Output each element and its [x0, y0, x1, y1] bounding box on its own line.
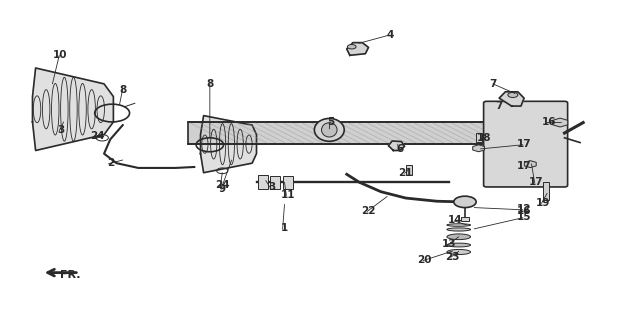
Polygon shape — [388, 141, 404, 150]
FancyBboxPatch shape — [484, 101, 568, 187]
Text: 15: 15 — [517, 212, 531, 222]
Circle shape — [454, 196, 476, 208]
Ellipse shape — [314, 118, 344, 141]
Polygon shape — [32, 68, 113, 150]
Text: 8: 8 — [206, 79, 214, 89]
Bar — [406, 165, 412, 175]
Ellipse shape — [447, 228, 471, 231]
Bar — [270, 176, 280, 188]
Ellipse shape — [321, 123, 337, 137]
Text: 8: 8 — [119, 85, 126, 95]
Bar — [476, 133, 482, 142]
Text: 3: 3 — [57, 125, 64, 135]
Text: 16: 16 — [517, 206, 531, 216]
Text: 23: 23 — [445, 252, 460, 262]
Ellipse shape — [447, 234, 471, 240]
Text: 16: 16 — [542, 117, 556, 127]
Text: 13: 13 — [442, 239, 457, 249]
Text: 24: 24 — [215, 180, 229, 190]
Text: 9: 9 — [219, 184, 226, 194]
Text: 24: 24 — [91, 131, 105, 141]
Text: 4: 4 — [387, 30, 394, 40]
Text: 21: 21 — [399, 168, 413, 178]
Text: 19: 19 — [536, 198, 550, 208]
Text: 2: 2 — [107, 158, 114, 168]
Text: 17: 17 — [517, 161, 531, 171]
Bar — [258, 175, 268, 189]
Ellipse shape — [447, 224, 471, 226]
Text: 17: 17 — [529, 177, 544, 187]
Text: 3: 3 — [268, 182, 276, 192]
Ellipse shape — [447, 250, 471, 254]
Text: 11: 11 — [281, 190, 295, 200]
Bar — [188, 122, 549, 144]
Text: 22: 22 — [361, 206, 376, 216]
Text: 17: 17 — [517, 139, 531, 149]
Text: 20: 20 — [418, 255, 432, 265]
Text: 12: 12 — [517, 204, 531, 214]
Text: 6: 6 — [396, 144, 403, 154]
Polygon shape — [347, 43, 369, 55]
Polygon shape — [201, 116, 256, 173]
Bar — [282, 176, 292, 189]
Text: 5: 5 — [328, 117, 335, 127]
Text: 7: 7 — [489, 79, 497, 89]
Polygon shape — [499, 92, 524, 106]
Text: 1: 1 — [281, 223, 288, 233]
Circle shape — [508, 92, 518, 98]
Text: 7: 7 — [496, 101, 503, 111]
Bar — [542, 182, 549, 200]
Circle shape — [348, 44, 356, 49]
Text: 10: 10 — [53, 50, 68, 60]
Text: FR.: FR. — [61, 270, 81, 280]
Bar — [461, 217, 469, 221]
Text: 14: 14 — [448, 215, 463, 225]
Text: 18: 18 — [476, 133, 491, 143]
Ellipse shape — [447, 243, 471, 247]
